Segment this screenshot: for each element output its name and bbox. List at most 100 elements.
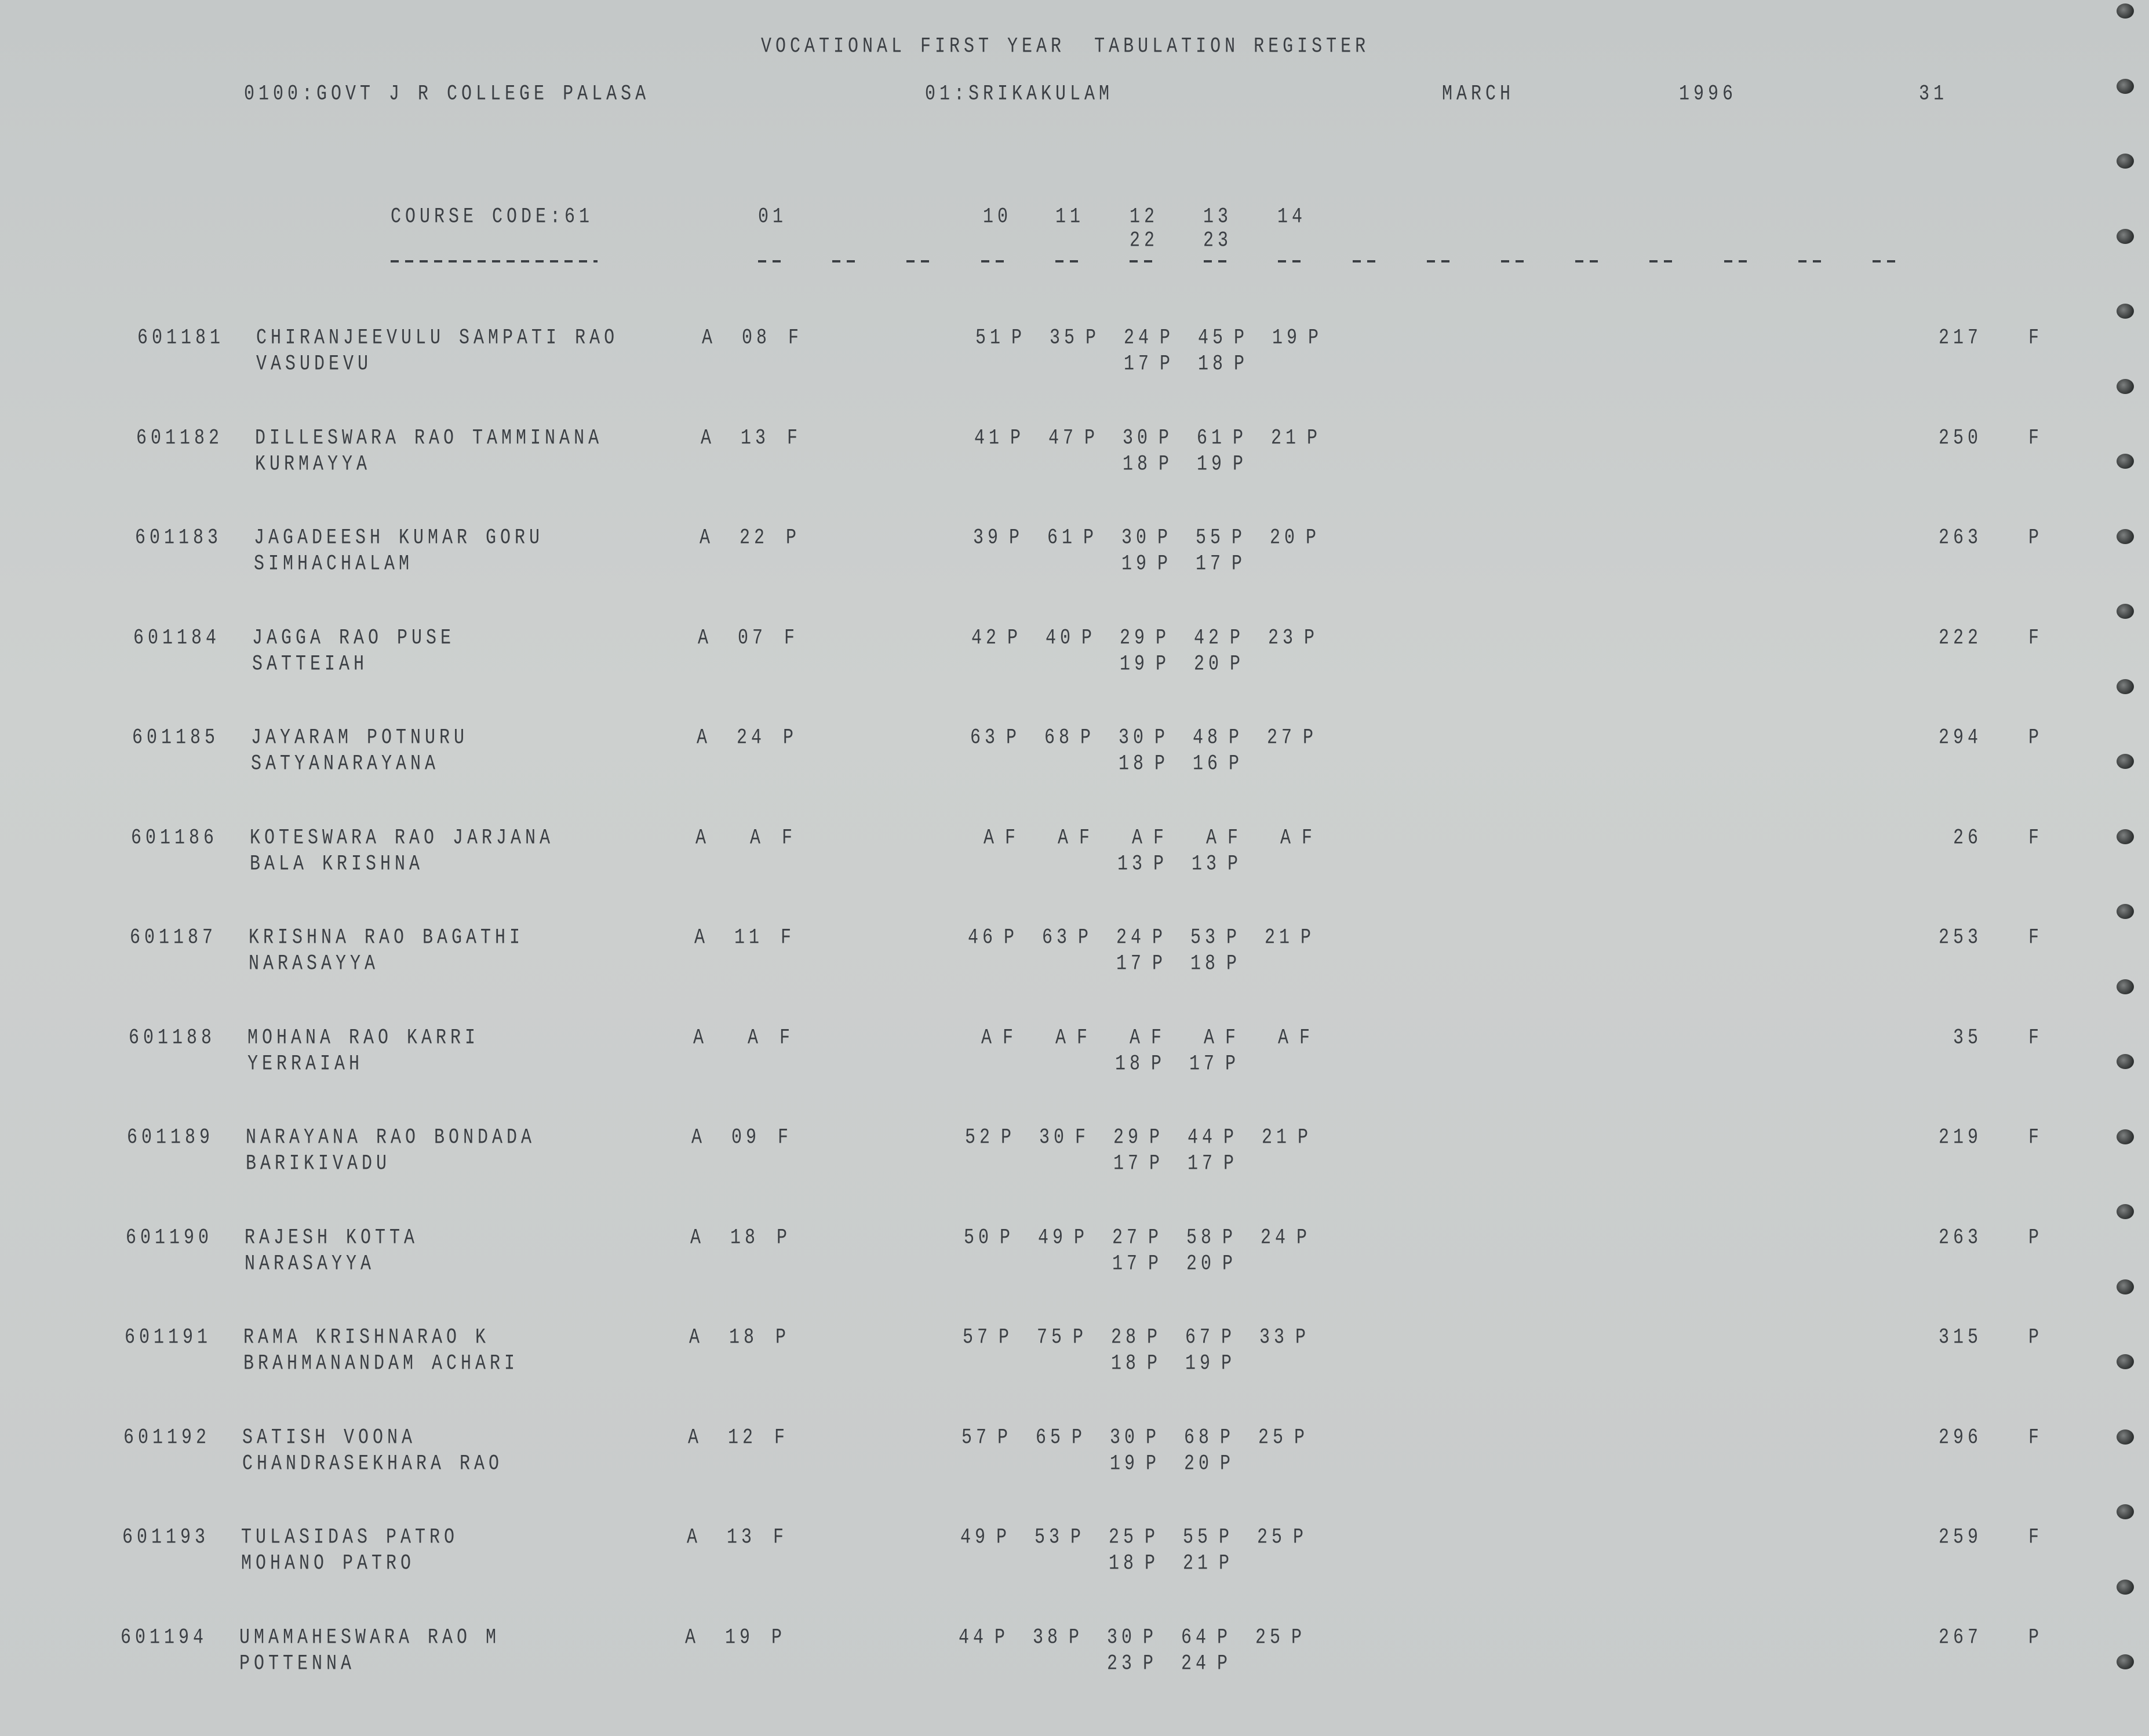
college-name: 0100:GOVT J R COLLEGE PALASA <box>244 82 650 107</box>
subject-result: P <box>1301 925 1316 950</box>
student-id: 601181 <box>137 326 225 351</box>
subject-result: P <box>1001 1125 1016 1150</box>
subject-result: P <box>1010 426 1025 451</box>
student-parent-name: SATTEIAH <box>252 652 369 677</box>
subject-mark: 68 <box>1183 1425 1213 1450</box>
subject-result: F <box>1228 826 1243 851</box>
subject-result: P <box>1086 326 1101 351</box>
subject-result: P <box>1303 725 1318 750</box>
subject-result: P <box>1234 326 1249 351</box>
subject-01-result: F <box>780 1026 795 1051</box>
subject-result: F <box>1079 826 1094 851</box>
subject-result-second: P <box>1148 1252 1163 1277</box>
total-marks: 263 <box>1938 526 1982 550</box>
subject-mark: 63 <box>1041 925 1071 950</box>
subject-mark-second: 19 <box>1196 452 1226 477</box>
subject-01-result: F <box>773 1525 788 1550</box>
register-title: VOCATIONAL FIRST YEAR TABULATION REGISTE… <box>761 34 1370 59</box>
subject-code-header-second: 23 <box>1203 228 1233 253</box>
punch-hole-icon <box>2117 1279 2134 1294</box>
subject-result-second: P <box>1153 852 1168 877</box>
subject-01-result: P <box>786 526 801 550</box>
subject-result-second: P <box>1154 752 1170 776</box>
subject-result: P <box>1220 1425 1235 1450</box>
subject-mark-second: 18 <box>1197 352 1227 377</box>
subject-mark-second: 19 <box>1109 1451 1139 1476</box>
subject-result: P <box>1011 326 1026 351</box>
student-parent-name: POTTENNA <box>239 1651 356 1676</box>
subject-mark: 67 <box>1185 1325 1214 1350</box>
student-id: 601182 <box>136 426 224 451</box>
subject-mark: 61 <box>1196 426 1226 451</box>
subject-mark-second: 18 <box>1122 452 1152 477</box>
student-parent-name: VASUDEVU <box>256 352 373 377</box>
subject-01-mark: 09 <box>731 1125 760 1150</box>
subject-01-mark: 18 <box>729 1325 758 1350</box>
subject-result: P <box>1157 526 1172 550</box>
student-name: DILLESWARA RAO TAMMINANA <box>255 426 603 451</box>
student-name: TULASIDAS PATRO <box>241 1525 459 1550</box>
divider-dashes <box>981 260 1008 262</box>
subject-code-header: 10 <box>983 205 1012 229</box>
subject-mark: 24 <box>1116 925 1145 950</box>
subject-result-second: P <box>1159 452 1174 477</box>
final-result: P <box>2028 1226 2044 1250</box>
subject-result: P <box>1078 925 1093 950</box>
subject-01-flag: A <box>693 1026 708 1051</box>
subject-result: P <box>1081 626 1097 651</box>
subject-result: P <box>1232 526 1247 550</box>
punch-hole-icon <box>2117 228 2134 244</box>
subject-result: P <box>1148 1226 1163 1250</box>
student-id: 601188 <box>129 1026 216 1051</box>
subject-mark: 27 <box>1266 725 1296 750</box>
page-number: 31 <box>1919 82 1948 107</box>
subject-result: P <box>1070 1525 1086 1550</box>
subject-result: P <box>995 1625 1010 1650</box>
subject-mark: 30 <box>1109 1425 1139 1450</box>
subject-result: P <box>1295 1325 1310 1350</box>
subject-mark: 42 <box>971 626 1000 651</box>
punch-hole-icon <box>2117 1354 2134 1369</box>
subject-mark: 23 <box>1267 626 1297 651</box>
subject-result: P <box>996 1525 1011 1550</box>
subject-result-second: P <box>1152 951 1167 976</box>
subject-mark-second: 23 <box>1106 1651 1136 1676</box>
student-id: 601184 <box>133 626 221 651</box>
subject-result: P <box>1009 526 1024 550</box>
subject-result: P <box>1222 1226 1237 1250</box>
subject-01-flag: A <box>688 1425 703 1450</box>
subject-result: F <box>1302 826 1317 851</box>
subject-result: P <box>1145 1525 1160 1550</box>
subject-result: F <box>1003 1026 1018 1051</box>
subject-result: P <box>1223 1125 1239 1150</box>
divider-dashes <box>1352 260 1379 262</box>
student-id: 601183 <box>135 526 223 550</box>
total-marks: 263 <box>1938 1226 1982 1250</box>
subject-mark: 24 <box>1123 326 1153 351</box>
subject-result-second: P <box>1228 852 1243 877</box>
subject-mark: 21 <box>1261 1125 1291 1150</box>
final-result: F <box>2028 326 2044 351</box>
subject-result: F <box>1225 1026 1240 1051</box>
subject-mark: 52 <box>964 1125 994 1150</box>
punch-hole-icon <box>2117 829 2134 844</box>
student-name: RAMA KRISHNARAO K <box>243 1325 490 1350</box>
subject-mark-second: 17 <box>1116 951 1145 976</box>
subject-result-second: P <box>1225 1052 1240 1077</box>
subject-result: P <box>1074 1226 1089 1250</box>
punch-hole-icon <box>2117 904 2134 919</box>
divider-dashes <box>1426 260 1454 262</box>
subject-mark: A <box>1057 826 1072 851</box>
subject-result: P <box>1000 1226 1015 1250</box>
divider-dashes <box>1798 260 1825 262</box>
subject-01-result: F <box>787 426 802 451</box>
subject-01-result: P <box>771 1625 786 1650</box>
student-name: MOHANA RAO KARRI <box>247 1026 480 1051</box>
subject-mark-second: 18 <box>1118 752 1148 776</box>
total-marks: 250 <box>1938 426 1982 451</box>
total-marks: 35 <box>1953 1026 1982 1051</box>
subject-mark: 44 <box>958 1625 988 1650</box>
exam-year: 1996 <box>1679 82 1738 107</box>
subject-01-mark: 13 <box>726 1525 756 1550</box>
subject-01-mark: 12 <box>727 1425 757 1450</box>
